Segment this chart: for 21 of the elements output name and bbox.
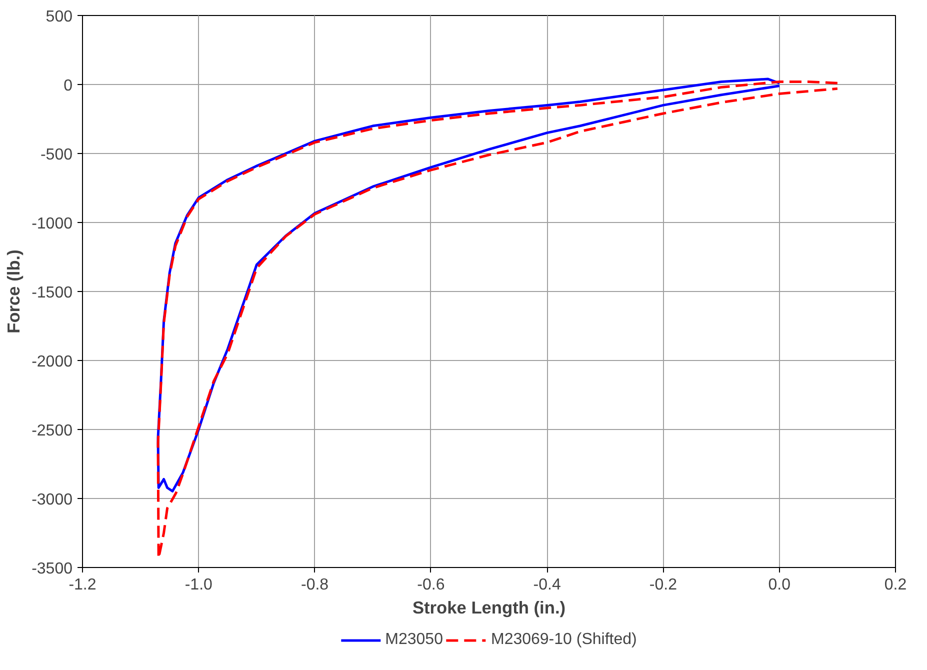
x-tick-label: -0.8 xyxy=(301,576,329,594)
legend-label: M23050 xyxy=(385,631,443,649)
x-tick-label: 0.0 xyxy=(768,576,791,594)
x-tick-label: -1.0 xyxy=(184,576,213,594)
y-tick-label: -2000 xyxy=(32,354,73,370)
y-tick-label: 500 xyxy=(46,8,73,26)
y-tick-label: -1000 xyxy=(32,216,73,232)
y-axis-title: Force (lb.) xyxy=(4,250,24,334)
y-tick-label: -1500 xyxy=(32,284,73,302)
x-tick-label: -0.6 xyxy=(417,576,445,594)
x-tick-label: -0.2 xyxy=(649,576,678,594)
x-tick-label: -1.2 xyxy=(68,576,96,594)
y-tick-label: -2500 xyxy=(32,422,73,440)
y-tick-label: -500 xyxy=(40,146,73,164)
y-tick-label: -3500 xyxy=(32,560,73,578)
x-axis-title: Stroke Length (in.) xyxy=(412,598,566,618)
y-tick-label: 0 xyxy=(64,78,73,94)
y-tick-label: -3000 xyxy=(32,492,73,508)
x-tick-label: 0.2 xyxy=(884,576,907,594)
legend-label: M23069-10 (Shifted) xyxy=(490,631,637,649)
x-tick-label: -0.4 xyxy=(533,576,561,594)
